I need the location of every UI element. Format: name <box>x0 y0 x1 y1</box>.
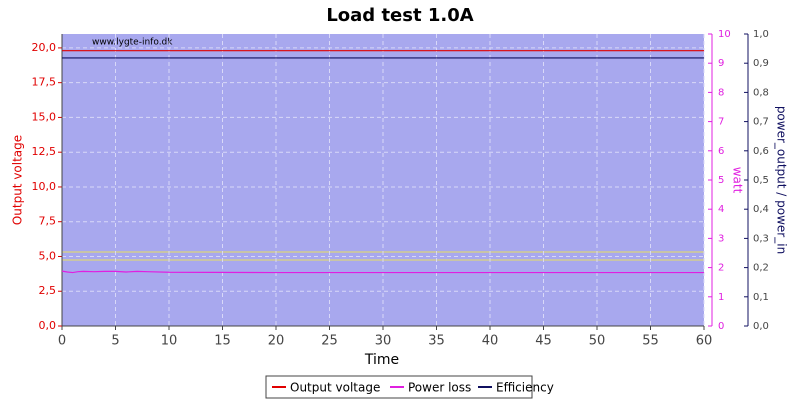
watermark: www.lygte-info.dk <box>92 38 173 48</box>
y3-tick-label: 1,0 <box>753 29 769 40</box>
x-tick-label: 5 <box>111 334 119 349</box>
y3-tick-label: 0,0 <box>753 321 769 332</box>
x-axis-label: Time <box>364 352 399 368</box>
series-line <box>61 270 704 274</box>
y3-tick-label: 0,6 <box>753 146 769 157</box>
x-tick-label: 0 <box>58 334 66 349</box>
x-tick-label: 60 <box>696 334 713 349</box>
y2-tick-label: 6 <box>718 146 724 157</box>
y-tick-label: 2,5 <box>39 284 57 297</box>
y3-tick-label: 0,9 <box>753 58 769 69</box>
y2-tick-label: 0 <box>718 321 724 332</box>
x-tick-label: 15 <box>214 334 231 349</box>
x-tick-label: 10 <box>161 334 178 349</box>
y-axis-label: Output voltage <box>11 135 25 225</box>
y-tick-label: 7,5 <box>39 215 57 228</box>
x-tick-label: 20 <box>268 334 285 349</box>
y3-tick-label: 0,2 <box>753 263 769 274</box>
y3-axis-label: power_output / power_in <box>775 106 789 254</box>
y2-tick-label: 5 <box>718 175 724 186</box>
x-tick-label: 35 <box>428 334 445 349</box>
x-tick-label: 45 <box>535 334 552 349</box>
y3-tick-label: 0,3 <box>753 233 769 244</box>
y3-tick-label: 0,7 <box>753 117 769 128</box>
y2-axis-label: watt <box>731 167 745 194</box>
y2-tick-label: 7 <box>718 117 724 128</box>
y2-tick-label: 2 <box>718 263 724 274</box>
x-tick-label: 50 <box>589 334 606 349</box>
legend-label: Power loss <box>408 381 471 395</box>
y-tick-label: 12,5 <box>32 145 57 158</box>
y2-tick-label: 1 <box>718 292 724 303</box>
legend-label: Output voltage <box>290 381 380 395</box>
y2-tick-label: 10 <box>718 29 731 40</box>
x-tick-label: 55 <box>642 334 659 349</box>
y3-tick-label: 0,1 <box>753 292 769 303</box>
y3-tick-label: 0,8 <box>753 87 769 98</box>
y-tick-label: 17,5 <box>32 76 57 89</box>
y2-tick-label: 8 <box>718 87 724 98</box>
chart-title: Load test 1.0A <box>326 5 473 26</box>
x-tick-label: 25 <box>321 334 338 349</box>
y3-tick-label: 0,5 <box>753 175 769 186</box>
y2-tick-label: 4 <box>718 204 724 215</box>
y2-tick-label: 9 <box>718 58 724 69</box>
y2-tick-label: 3 <box>718 233 724 244</box>
y-tick-label: 10,0 <box>32 180 57 193</box>
x-tick-label: 30 <box>375 334 392 349</box>
x-tick-label: 40 <box>482 334 499 349</box>
y3-tick-label: 0,4 <box>753 204 769 215</box>
y-tick-label: 20,0 <box>32 41 57 54</box>
y-tick-label: 15,0 <box>32 110 57 123</box>
y-tick-label: 0,0 <box>39 319 57 332</box>
legend-label: Efficiency <box>496 381 554 395</box>
y-tick-label: 5,0 <box>39 249 57 262</box>
